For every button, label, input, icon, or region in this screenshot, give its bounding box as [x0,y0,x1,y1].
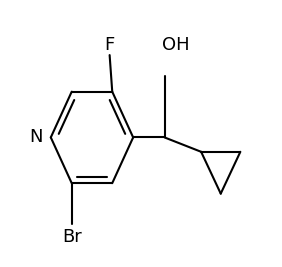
Text: N: N [30,128,43,146]
Text: OH: OH [162,36,190,54]
Text: Br: Br [62,228,81,246]
Text: F: F [105,36,115,54]
